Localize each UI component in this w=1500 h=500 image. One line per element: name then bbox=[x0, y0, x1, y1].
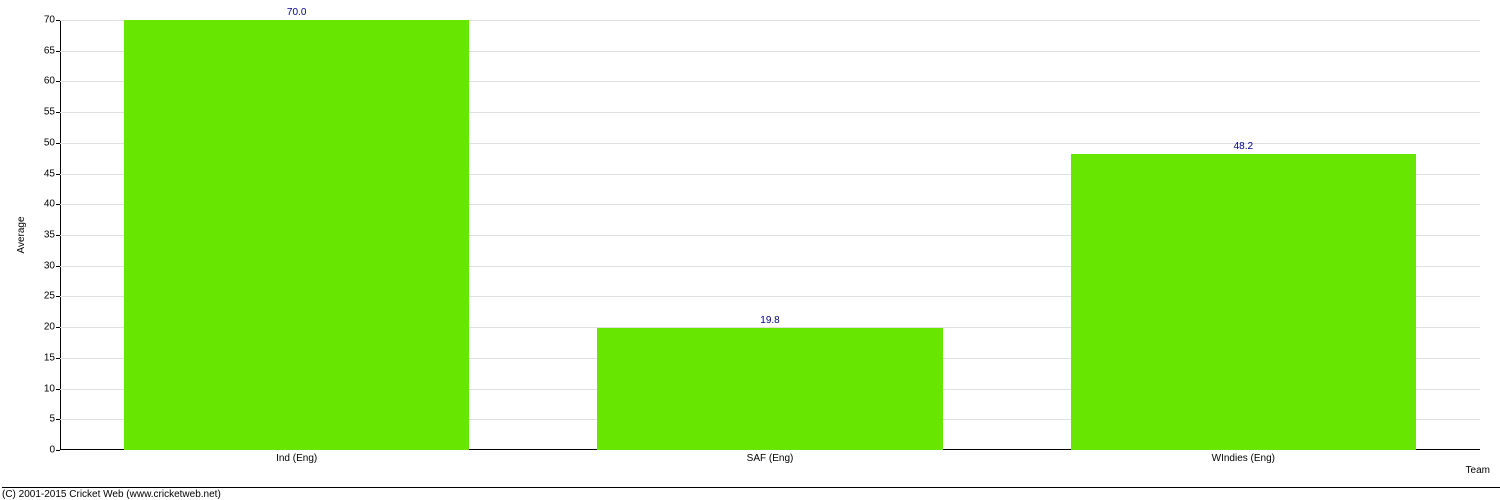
y-tick-label: 45 bbox=[30, 168, 55, 179]
y-tick-mark bbox=[56, 389, 60, 390]
y-tick-label: 10 bbox=[30, 383, 55, 394]
bar-value-label: 19.8 bbox=[760, 315, 779, 326]
y-tick-mark bbox=[56, 174, 60, 175]
x-tick-label: Ind (Eng) bbox=[276, 453, 317, 464]
chart-container: 0 5 10 15 20 25 30 35 40 45 50 55 60 65 70 Ind (Eng) 70.… bbox=[0, 0, 1500, 500]
plot-area: 0510152025303540455055606570Ind (Eng)70.… bbox=[60, 20, 1480, 450]
y-tick-label: 15 bbox=[30, 352, 55, 363]
y-tick-label: 35 bbox=[30, 230, 55, 241]
y-tick-mark bbox=[56, 204, 60, 205]
y-tick-label: 0 bbox=[30, 445, 55, 456]
bar bbox=[597, 328, 943, 450]
y-tick-label: 25 bbox=[30, 291, 55, 302]
x-tick-label: SAF (Eng) bbox=[747, 453, 794, 464]
bar-value-label: 48.2 bbox=[1234, 141, 1253, 152]
y-tick-mark bbox=[56, 296, 60, 297]
x-tick-label: WIndies (Eng) bbox=[1212, 453, 1275, 464]
y-tick-label: 65 bbox=[30, 45, 55, 56]
x-axis-label: Team bbox=[1466, 465, 1490, 476]
y-tick-mark bbox=[56, 51, 60, 52]
y-tick-mark bbox=[56, 358, 60, 359]
y-tick-mark bbox=[56, 143, 60, 144]
y-tick-mark bbox=[56, 81, 60, 82]
y-tick-label: 60 bbox=[30, 76, 55, 87]
y-tick-label: 70 bbox=[30, 15, 55, 26]
y-tick-mark bbox=[56, 450, 60, 451]
y-tick-mark bbox=[56, 20, 60, 21]
y-tick-label: 30 bbox=[30, 260, 55, 271]
bar bbox=[1071, 154, 1417, 450]
bar bbox=[124, 20, 470, 450]
y-tick-label: 55 bbox=[30, 107, 55, 118]
y-tick-label: 40 bbox=[30, 199, 55, 210]
y-tick-label: 5 bbox=[30, 414, 55, 425]
y-tick-label: 50 bbox=[30, 137, 55, 148]
y-axis-label: Average bbox=[16, 216, 27, 253]
bar-value-label: 70.0 bbox=[287, 7, 306, 18]
y-tick-mark bbox=[56, 266, 60, 267]
y-tick-label: 20 bbox=[30, 322, 55, 333]
y-tick-mark bbox=[56, 112, 60, 113]
y-tick-mark bbox=[56, 235, 60, 236]
y-tick-mark bbox=[56, 327, 60, 328]
y-tick-mark bbox=[56, 419, 60, 420]
copyright-text: (C) 2001-2015 Cricket Web (www.cricketwe… bbox=[2, 487, 1500, 500]
